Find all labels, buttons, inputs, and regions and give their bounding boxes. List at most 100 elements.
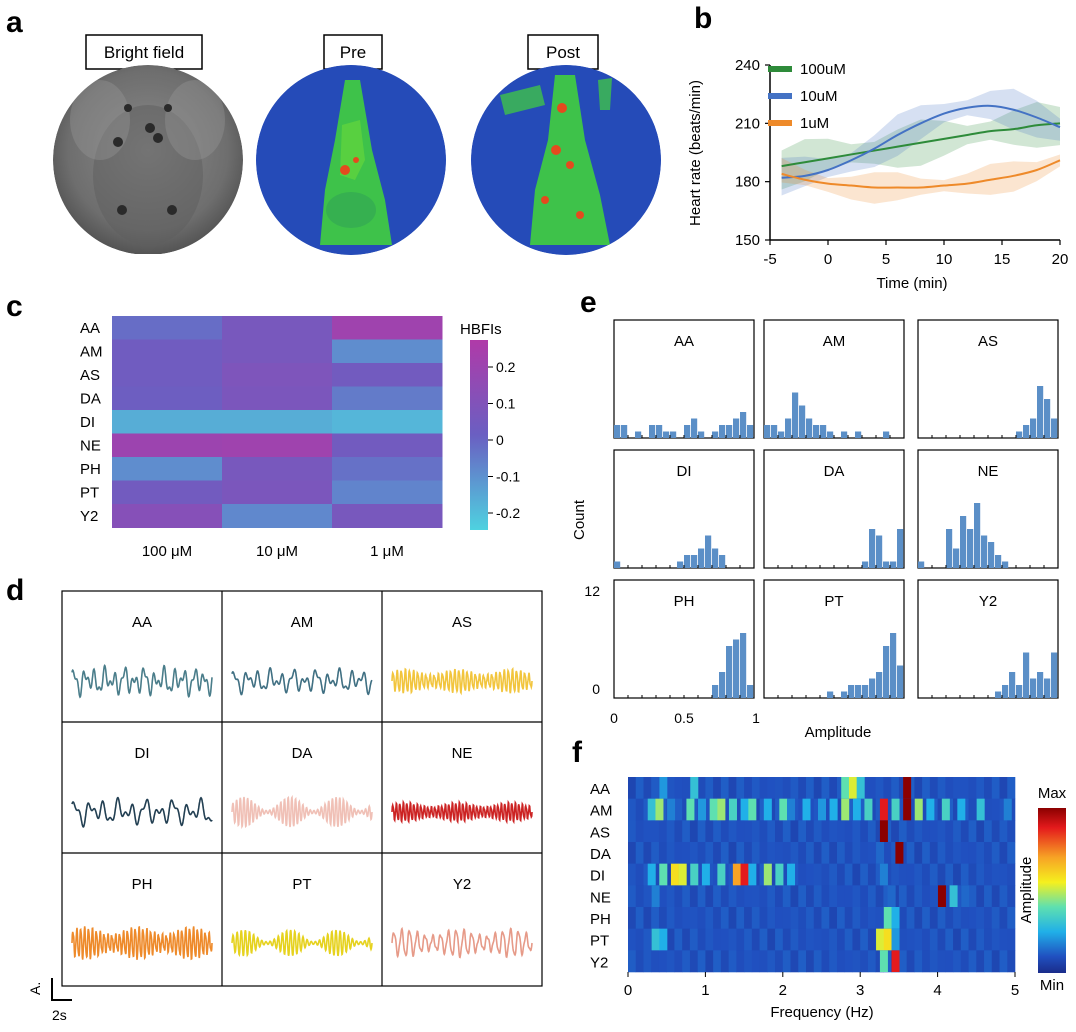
e-bar-Y2 bbox=[1037, 672, 1044, 698]
f-bg-cell bbox=[782, 820, 791, 843]
b-line-10uM bbox=[781, 104, 1061, 179]
f-cell-AM bbox=[1003, 798, 1012, 821]
f-row-labels: AA AM AS DA DI NE PH PT Y2 bbox=[590, 781, 613, 971]
f-bg-cell bbox=[798, 863, 807, 886]
f-cell-NE bbox=[937, 885, 946, 907]
f-cell-AM bbox=[841, 798, 850, 821]
f-bg-cell bbox=[782, 777, 791, 799]
f-bg-cell bbox=[775, 842, 784, 864]
f-bg-cell bbox=[759, 863, 768, 886]
e-title-AM: AM bbox=[823, 333, 846, 350]
f-bg-cell bbox=[628, 777, 637, 799]
c-cell-AA-0 bbox=[112, 316, 223, 340]
f-bg-cell bbox=[960, 907, 969, 929]
d-trace-AS bbox=[391, 666, 533, 696]
f-bg-cell bbox=[984, 820, 993, 843]
f-bg-cell bbox=[898, 950, 907, 973]
f-cell-AM bbox=[667, 798, 676, 821]
f-bg-cell bbox=[991, 928, 1000, 951]
f-bg-cell bbox=[775, 777, 784, 799]
f-cell-DI bbox=[748, 863, 757, 886]
f-cell-Y2 bbox=[891, 950, 900, 972]
f-bg-cell bbox=[643, 863, 652, 886]
f-bg-cell bbox=[697, 777, 706, 799]
c-cell-PH-2 bbox=[332, 457, 443, 481]
e-bar-AM bbox=[813, 425, 820, 438]
f-colorbar-max: Max bbox=[1038, 785, 1067, 802]
f-bg-cell bbox=[813, 885, 822, 908]
b-band-10uM bbox=[781, 88, 1060, 196]
f-bg-cell bbox=[682, 777, 691, 799]
f-bg-cell bbox=[991, 907, 1000, 929]
f-bg-cell bbox=[643, 798, 652, 821]
f-bg-cell bbox=[806, 842, 815, 864]
e-bar-DI bbox=[684, 555, 691, 568]
f-bg-cell bbox=[906, 820, 915, 843]
f-bg-cell bbox=[759, 820, 768, 843]
e-bar-PT bbox=[827, 691, 834, 698]
e-bar-DA bbox=[869, 529, 876, 568]
f-bg-cell bbox=[790, 928, 799, 951]
f-bg-cell bbox=[728, 950, 737, 973]
f-bg-cell bbox=[759, 842, 768, 864]
f-bg-cell bbox=[860, 928, 869, 951]
scale-bar bbox=[118, 254, 178, 261]
c-cell-DI-2 bbox=[332, 410, 443, 434]
f-bg-cell bbox=[829, 842, 838, 864]
e-bar-NE bbox=[981, 535, 988, 568]
f-bg-cell bbox=[844, 820, 853, 843]
f-row-label-PH: PH bbox=[590, 911, 611, 928]
label-bright-field: Bright field bbox=[104, 43, 184, 62]
e-bar-AA bbox=[747, 425, 754, 438]
f-bg-cell bbox=[713, 820, 722, 843]
f-bg-cell bbox=[929, 950, 938, 973]
f-bg-cell bbox=[736, 777, 745, 799]
c-row-labels: AA AM AS DA DI NE PH PT Y2 bbox=[80, 320, 103, 525]
c-cell-NE-1 bbox=[222, 433, 333, 458]
f-bg-cell bbox=[829, 863, 838, 886]
f-bg-cell bbox=[674, 907, 683, 929]
f-bg-cell bbox=[821, 842, 830, 864]
f-bg-cell bbox=[666, 842, 675, 864]
e-bar-NE bbox=[995, 555, 1002, 568]
f-cell-AM bbox=[941, 798, 950, 821]
e-bar-NE bbox=[974, 503, 981, 568]
f-bg-cell bbox=[744, 777, 753, 799]
f-bg-cell bbox=[999, 863, 1008, 886]
b-legend-swatch-1uM bbox=[768, 120, 792, 126]
f-bg-cell bbox=[960, 842, 969, 864]
f-bg-cell bbox=[860, 820, 869, 843]
f-bg-cell bbox=[767, 820, 776, 843]
e-bar-NE bbox=[918, 561, 925, 568]
c-cell-NE-0 bbox=[112, 433, 223, 458]
panel-letter-a: a bbox=[6, 6, 23, 39]
e-bar-Y2 bbox=[1002, 685, 1009, 698]
f-bg-cell bbox=[635, 928, 644, 951]
b-series-lines bbox=[781, 104, 1061, 189]
f-bg-cell bbox=[713, 863, 722, 886]
f-bg-cell bbox=[937, 863, 946, 886]
e-bar-PH bbox=[733, 639, 740, 698]
f-bg-cell bbox=[898, 928, 907, 951]
f-bg-cell bbox=[953, 777, 962, 799]
c-col-label: 10 μM bbox=[256, 543, 298, 560]
f-bg-cell bbox=[929, 907, 938, 929]
f-bg-cell bbox=[852, 907, 861, 929]
f-bg-cell bbox=[960, 863, 969, 886]
f-cell-AM bbox=[903, 798, 912, 821]
f-bg-cell bbox=[914, 928, 923, 951]
f-bg-cell bbox=[821, 928, 830, 951]
f-bg-cell bbox=[1007, 950, 1016, 973]
f-bg-cell bbox=[945, 777, 954, 799]
f-bg-cell bbox=[836, 842, 846, 864]
f-cell-AA bbox=[848, 777, 857, 799]
f-cell-PT bbox=[651, 928, 660, 951]
f-bg-cell bbox=[658, 950, 667, 973]
c-colorbar bbox=[470, 340, 488, 530]
f-bg-cell bbox=[976, 820, 985, 843]
b-ytick-label: 180 bbox=[735, 174, 760, 191]
d-scale-y: A. bbox=[27, 982, 43, 995]
f-bg-cell bbox=[751, 777, 760, 799]
b-xtick-label: 10 bbox=[936, 251, 953, 268]
f-bg-cell bbox=[844, 885, 853, 908]
